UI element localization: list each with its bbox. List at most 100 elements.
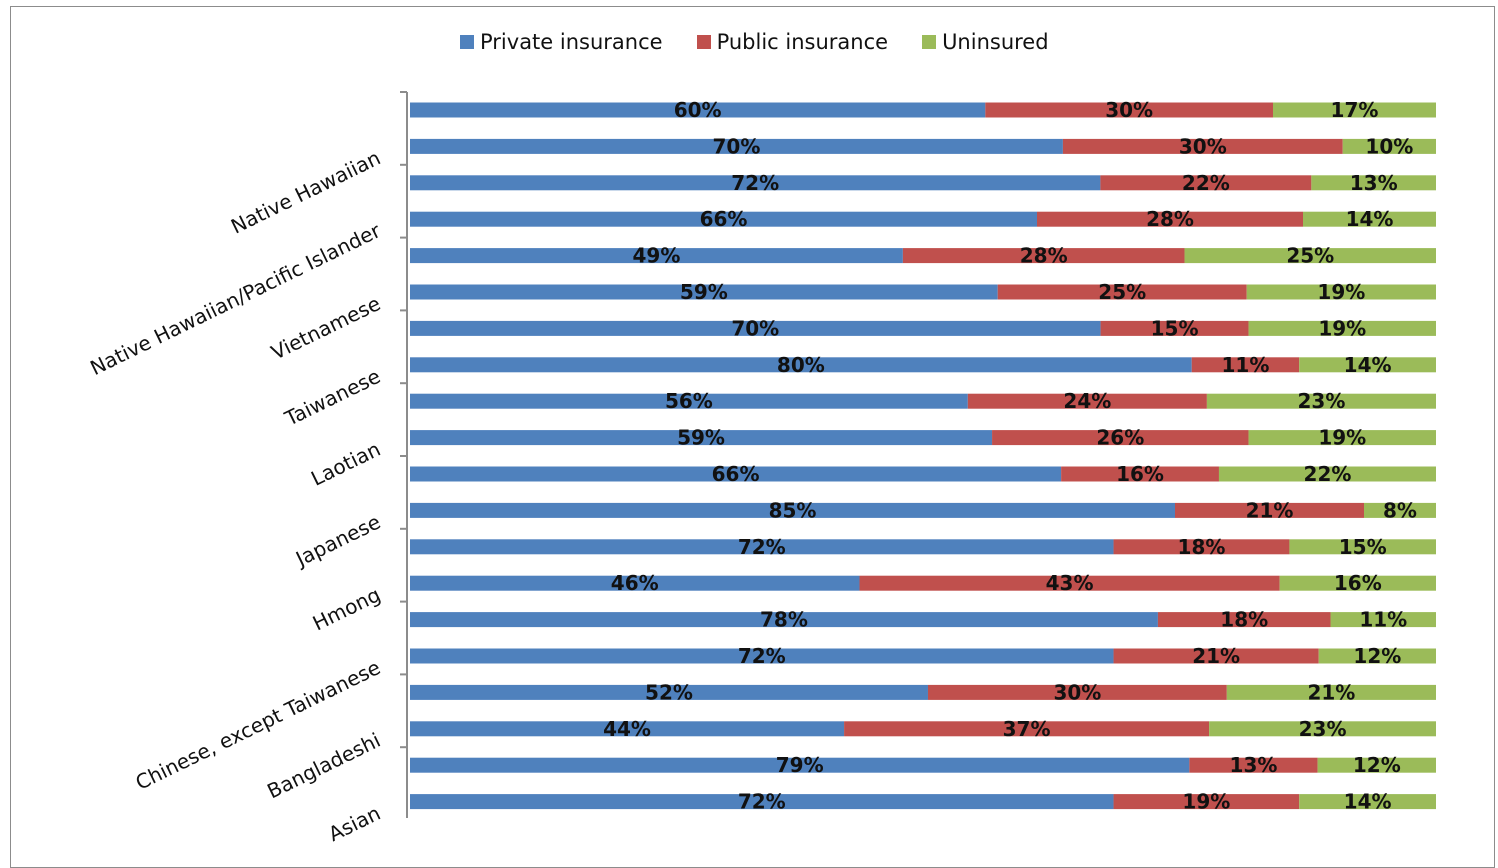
data-label-private: 85%: [769, 498, 817, 522]
category-label: Chinese, except Taiwanese: [132, 655, 385, 795]
bar-uninsured: [1311, 175, 1436, 191]
data-label-private: 66%: [700, 207, 748, 231]
bar-uninsured: [1246, 284, 1436, 300]
bar-private: [410, 175, 1101, 191]
bar-uninsured: [1317, 757, 1436, 773]
data-label-uninsured: 19%: [1318, 426, 1366, 450]
data-label-public: 28%: [1020, 244, 1068, 268]
data-label-private: 49%: [633, 244, 681, 268]
category-label: Laotian: [307, 437, 384, 491]
bar-uninsured: [1248, 320, 1436, 336]
data-label-uninsured: 13%: [1350, 171, 1398, 195]
bar-uninsured: [1289, 539, 1436, 555]
bar-uninsured: [1364, 502, 1436, 518]
data-label-private: 59%: [680, 280, 728, 304]
data-label-public: 26%: [1096, 426, 1144, 450]
stacked-bar-chart: 60% 30% 17% 70% 30% 10% 72% 22% 13% 66% 28% 14% 49% 2…: [86, 91, 1436, 845]
legend-item-uninsured: Uninsured: [922, 30, 1049, 54]
bar-public: [997, 284, 1247, 300]
data-label-uninsured: 25%: [1286, 244, 1334, 268]
bar-private: [410, 539, 1114, 555]
data-label-private: 79%: [776, 753, 824, 777]
data-label-private: 59%: [677, 426, 725, 450]
data-label-public: 24%: [1063, 389, 1111, 413]
bar-private: [410, 102, 986, 118]
data-label-private: 70%: [731, 316, 779, 340]
category-label: Vietnamese: [267, 291, 384, 364]
legend-item-private: Private insurance: [460, 30, 663, 54]
data-label-uninsured: 14%: [1344, 353, 1392, 377]
data-label-uninsured: 21%: [1307, 680, 1355, 704]
data-label-public: 28%: [1146, 207, 1194, 231]
data-label-public: 18%: [1220, 608, 1268, 632]
data-label-private: 66%: [712, 462, 760, 486]
bar-private: [410, 648, 1114, 664]
bar-public: [1113, 648, 1319, 664]
bar-public: [1062, 138, 1343, 154]
data-label-private: 78%: [760, 608, 808, 632]
bar-private: [410, 320, 1101, 336]
bar-private: [410, 684, 928, 700]
bar-private: [410, 284, 998, 300]
data-label-public: 21%: [1246, 498, 1294, 522]
bar-public: [902, 248, 1185, 264]
bar-uninsured: [1303, 211, 1436, 227]
bar-private: [410, 502, 1175, 518]
legend-swatch-public: [696, 35, 711, 49]
data-label-uninsured: 17%: [1331, 98, 1379, 122]
bar-uninsured: [1279, 575, 1436, 591]
category-label: Native Hawaiian/Pacific Islander: [86, 218, 385, 380]
data-label-public: 16%: [1116, 462, 1164, 486]
data-label-uninsured: 12%: [1353, 644, 1401, 668]
bar-public: [1037, 211, 1303, 227]
data-label-public: 22%: [1182, 171, 1230, 195]
bar-public: [1061, 466, 1219, 482]
data-label-public: 15%: [1151, 316, 1199, 340]
data-label-uninsured: 14%: [1346, 207, 1394, 231]
category-label: Hmong: [309, 582, 384, 635]
category-label: Asian: [325, 801, 385, 845]
bar-private: [410, 466, 1062, 482]
bar-private: [410, 575, 860, 591]
data-label-private: 72%: [738, 644, 786, 668]
bar-private: [410, 757, 1190, 773]
bar-private: [410, 248, 903, 264]
data-label-private: 56%: [665, 389, 713, 413]
bar-public: [1113, 539, 1290, 555]
legend-item-public: Public insurance: [696, 30, 888, 54]
bar-uninsured: [1342, 138, 1436, 154]
data-label-uninsured: 10%: [1365, 134, 1413, 158]
data-label-uninsured: 14%: [1344, 790, 1392, 814]
category-label: Japanese: [290, 510, 384, 572]
data-label-private: 72%: [738, 790, 786, 814]
bar-uninsured: [1206, 393, 1436, 409]
data-label-private: 60%: [674, 98, 722, 122]
bar-public: [985, 102, 1273, 118]
bar-uninsured: [1184, 248, 1436, 264]
bar-public: [1191, 357, 1300, 373]
data-label-private: 52%: [645, 680, 693, 704]
bar-uninsured: [1272, 102, 1436, 118]
bar-public: [967, 393, 1207, 409]
bar-public: [1175, 502, 1364, 518]
bar-public: [844, 721, 1210, 737]
data-label-public: 11%: [1222, 353, 1270, 377]
data-label-uninsured: 22%: [1304, 462, 1352, 486]
bar-private: [410, 721, 845, 737]
bar-uninsured: [1209, 721, 1436, 737]
bar-uninsured: [1248, 430, 1436, 446]
data-label-private: 72%: [731, 171, 779, 195]
bar-private: [410, 794, 1114, 810]
bar-private: [410, 612, 1158, 628]
data-label-private: 44%: [603, 717, 651, 741]
data-label-uninsured: 11%: [1359, 608, 1407, 632]
data-label-private: 70%: [713, 134, 761, 158]
data-label-private: 46%: [611, 571, 659, 595]
category-label: Taiwanese: [280, 364, 384, 431]
legend-label-uninsured: Uninsured: [942, 30, 1049, 54]
legend-label-private: Private insurance: [480, 30, 663, 54]
bar-public: [1100, 320, 1249, 336]
bar-public: [992, 430, 1249, 446]
legend-swatch-uninsured: [922, 35, 937, 49]
legend: Private insurance Public insurance Unins…: [460, 28, 1049, 56]
